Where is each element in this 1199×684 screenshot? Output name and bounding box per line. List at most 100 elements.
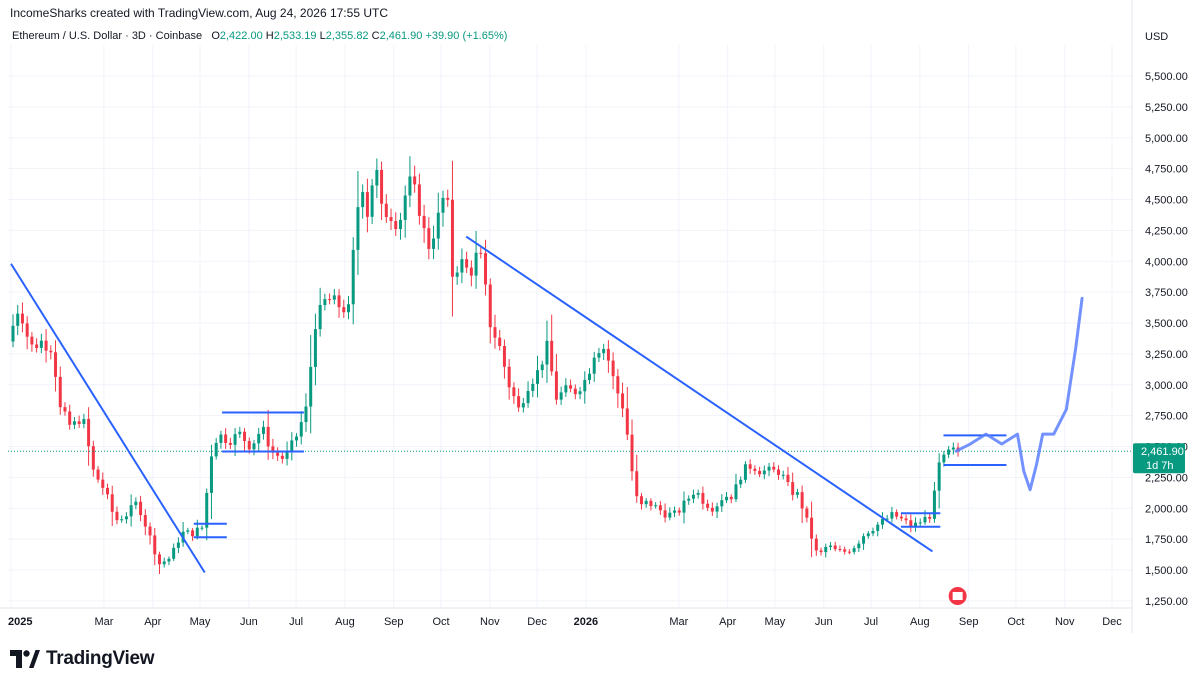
candle-body <box>233 434 237 445</box>
candle-body <box>918 522 922 524</box>
candle-body <box>706 503 710 508</box>
candle-body <box>791 482 795 495</box>
candle-body <box>621 393 625 409</box>
candle-body <box>630 434 634 472</box>
candle-body <box>39 340 43 348</box>
candle-body <box>403 195 407 220</box>
candle-body <box>408 176 412 196</box>
x-tick-label: Aug <box>335 616 355 628</box>
candle-body <box>852 548 856 552</box>
candle-body <box>753 468 757 471</box>
candle-body <box>597 353 601 358</box>
low-label: L <box>319 30 326 42</box>
candle-body <box>214 442 218 457</box>
candle-body <box>658 505 662 511</box>
candle-body <box>947 449 951 455</box>
candle-body <box>337 295 341 308</box>
candle-body <box>847 551 851 553</box>
candle-body <box>616 376 620 394</box>
x-tick-label: Jun <box>240 616 258 628</box>
x-tick-label: Jun <box>815 616 833 628</box>
trendline <box>465 235 933 553</box>
candle-body <box>540 364 544 371</box>
high-value: 2,533.19 <box>273 30 317 42</box>
candle-body <box>441 197 445 213</box>
x-tick-label: May <box>765 616 786 628</box>
last-price-value: 2,461.90 <box>1141 446 1184 458</box>
candle-body <box>375 169 379 186</box>
candle-body <box>880 518 884 525</box>
candle-body <box>743 464 747 480</box>
candle-body <box>687 498 691 501</box>
x-tick-label: Mar <box>669 616 688 628</box>
candle-body <box>380 169 384 204</box>
candle-body <box>554 371 558 400</box>
y-tick-label: 3,750.00 <box>1145 287 1188 299</box>
candle-body <box>819 550 823 553</box>
candle-body <box>257 433 261 444</box>
x-tick-label: Apr <box>144 616 161 628</box>
candle-body <box>734 484 738 500</box>
chart-attribution: IncomeSharks created with TradingView.co… <box>10 6 388 20</box>
candle-body <box>191 530 195 537</box>
candle-body <box>810 517 814 539</box>
close-label: C <box>371 30 380 42</box>
y-tick-label: 3,250.00 <box>1145 349 1188 361</box>
candle-body <box>356 207 360 250</box>
candle-body <box>465 259 469 268</box>
x-tick-label: Sep <box>384 616 404 628</box>
candle-body <box>772 466 776 470</box>
candle-body <box>295 436 299 441</box>
candle-body <box>134 501 138 506</box>
candle-body <box>432 238 436 249</box>
candle-body <box>209 456 213 493</box>
candle-body <box>904 518 908 521</box>
candle-body <box>691 494 695 499</box>
candle-body <box>323 299 327 305</box>
candle-body <box>517 396 521 408</box>
candle-body <box>290 440 294 451</box>
candle-body <box>828 545 832 547</box>
candle-body <box>413 176 417 185</box>
candle-body <box>129 505 133 517</box>
candle-body <box>677 510 681 513</box>
candle-body <box>479 252 483 254</box>
candle-body <box>238 431 242 435</box>
candle-body <box>25 323 29 337</box>
candle-body <box>625 408 629 435</box>
candle-body <box>384 203 388 218</box>
candle-body <box>243 431 247 442</box>
x-tick-label: Sep <box>959 616 979 628</box>
candle-body <box>531 383 535 391</box>
x-tick-label: Oct <box>432 616 449 628</box>
x-tick-label: Aug <box>910 616 930 628</box>
candle-body <box>800 492 804 509</box>
candle-body <box>536 370 540 384</box>
symbol-label: Ethereum / U.S. Dollar · 3D · Coinbase <box>12 30 203 42</box>
candle-body <box>866 533 870 537</box>
candle-body <box>450 199 454 277</box>
candle-body <box>606 348 610 361</box>
close-value: 2,461.90 <box>379 30 423 42</box>
high-label: H <box>265 30 274 42</box>
candle-body <box>602 348 606 354</box>
y-tick-label: 4,750.00 <box>1145 164 1188 176</box>
x-tick-label: May <box>190 616 211 628</box>
x-tick-label: Dec <box>527 616 547 628</box>
candle-body <box>139 501 143 516</box>
candle-body <box>398 219 402 230</box>
candle-body <box>143 515 147 527</box>
candle-body <box>389 217 393 221</box>
candle-body <box>72 421 76 425</box>
candle-body <box>583 379 587 392</box>
y-tick-label: 3,000.00 <box>1145 380 1188 392</box>
x-tick-label: Oct <box>1007 616 1024 628</box>
tradingview-logo[interactable]: TradingView <box>10 648 155 670</box>
candle-body <box>427 228 431 249</box>
candle-body <box>587 373 591 380</box>
candle-body <box>833 545 837 550</box>
candle-body <box>205 492 209 528</box>
candle-body <box>460 259 464 273</box>
bar-countdown: 1d 7h <box>1146 460 1174 472</box>
